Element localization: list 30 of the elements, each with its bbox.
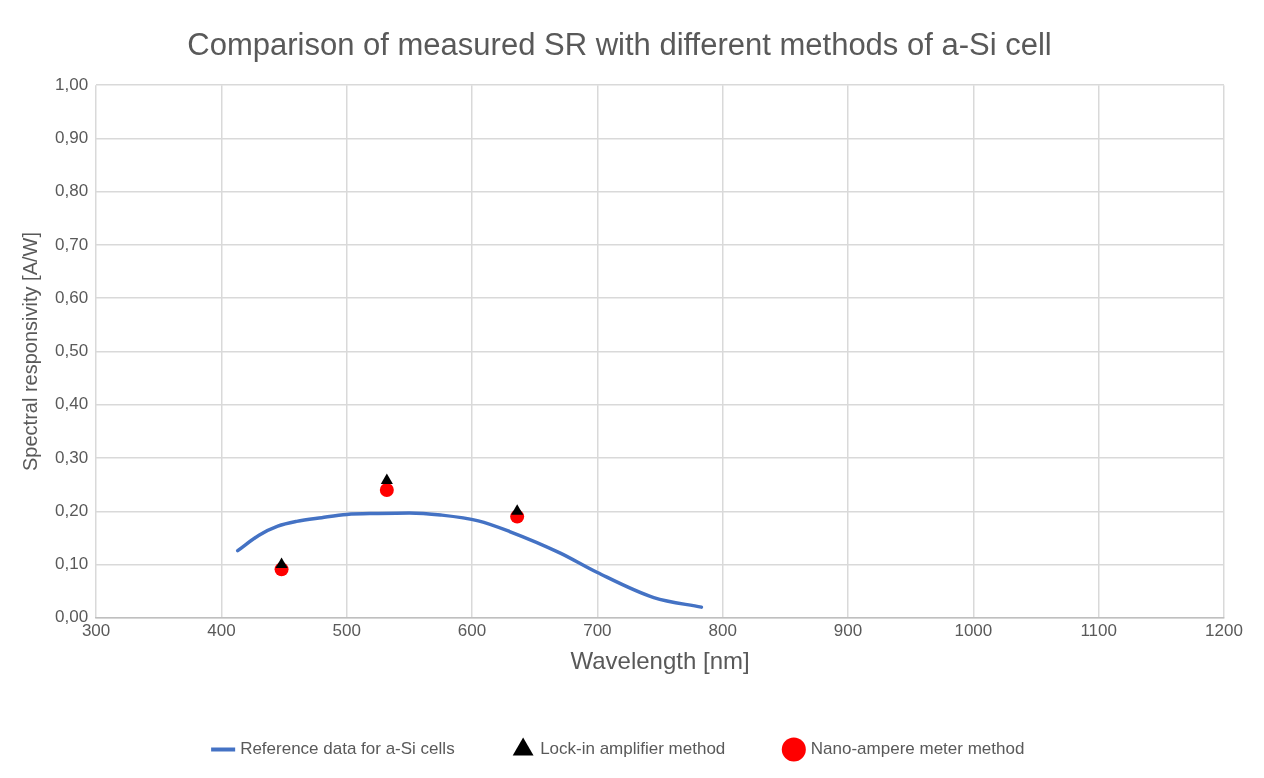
x-tick-label: 900	[833, 620, 863, 640]
x-axis-title: Wavelength [nm]	[570, 647, 750, 675]
legend-label: Reference data for a-Si cells	[240, 739, 455, 759]
y-tick-label: 0,80	[54, 181, 89, 201]
legend-label: Lock-in amplifier method	[540, 739, 726, 759]
line-series	[235, 511, 704, 609]
x-tick-label: 400	[207, 620, 236, 640]
point	[380, 473, 393, 484]
x-tick-label: 500	[332, 620, 361, 640]
y-tick-label: 0,90	[54, 128, 89, 148]
y-tick-label: 0,70	[54, 234, 89, 254]
legend-label: Nano-ampere meter method	[810, 739, 1025, 759]
x-tick-label: 1200	[1205, 620, 1243, 640]
y-tick-label: 0,40	[54, 394, 89, 414]
y-tick-label: 0,20	[54, 500, 89, 520]
y-tick-label: 1,00	[54, 74, 89, 94]
y-axis-title: Spectral responsivity [A/W]	[18, 232, 41, 471]
y-tick-label: 0,30	[54, 447, 89, 467]
point	[511, 504, 524, 515]
y-tick-label: 0,50	[54, 341, 89, 361]
x-tick-label: 700	[583, 620, 612, 640]
y-tick-label: 0,10	[54, 554, 89, 574]
x-tick-label: 600	[457, 620, 487, 640]
x-tick-label: 1000	[954, 620, 993, 640]
chart-title: Comparison of measured SR with different methods of a-Si cell	[187, 27, 1052, 63]
point	[275, 557, 288, 569]
y-tick-label: 0,60	[54, 287, 89, 307]
x-tick-label: 800	[708, 620, 737, 640]
point	[379, 482, 394, 497]
x-tick-label: 1100	[1080, 620, 1117, 640]
